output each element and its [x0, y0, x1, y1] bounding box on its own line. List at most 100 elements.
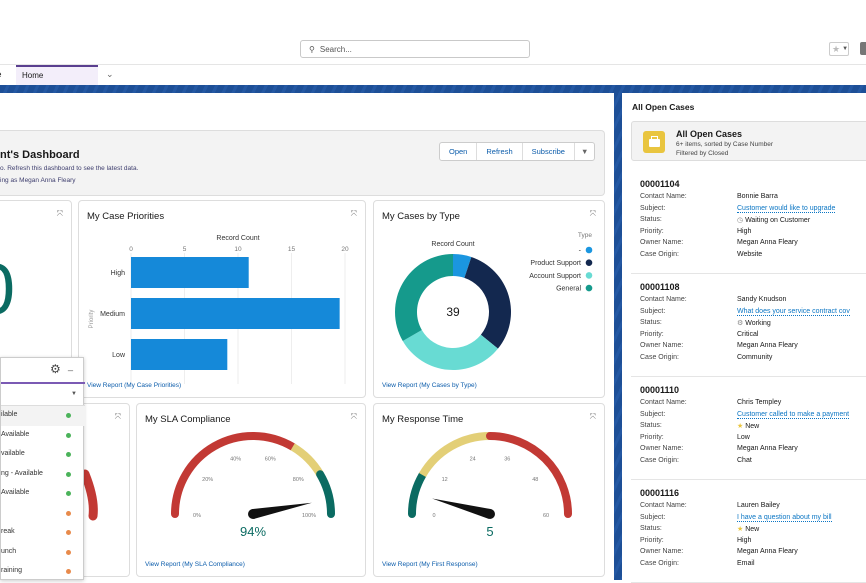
field-value-subject[interactable]: Customer would like to upgrade: [737, 205, 836, 213]
status-dot-icon: [66, 491, 71, 496]
tick-label: 0: [129, 246, 133, 253]
value-text: Chris Templey: [737, 399, 782, 406]
open-button[interactable]: Open: [440, 143, 478, 160]
case-number[interactable]: 00001108: [640, 282, 680, 292]
tick-label: 20%: [202, 477, 213, 483]
expand-icon[interactable]: ⤧: [350, 412, 357, 421]
utility-button[interactable]: [860, 42, 866, 55]
field-label: Subject:: [640, 513, 666, 521]
value-text: Community: [737, 353, 773, 361]
briefcase-icon: [643, 131, 665, 153]
tick-label: 20: [341, 246, 349, 253]
value-text: Lauren Bailey: [737, 502, 780, 509]
status-dot-icon: [66, 530, 71, 535]
status-dropdown[interactable]: ▼: [1, 386, 85, 406]
status-option[interactable]: unch: [1, 543, 85, 563]
donut-slice: [464, 256, 511, 349]
value-text: New: [745, 526, 760, 533]
expand-icon[interactable]: ⤧: [350, 209, 357, 218]
status-option[interactable]: ng - Available: [1, 465, 85, 485]
status-option[interactable]: [1, 504, 85, 524]
chevron-down-icon[interactable]: ⌄: [106, 69, 114, 79]
card-title: My SLA Compliance: [145, 414, 231, 425]
view-report-link[interactable]: View Report (My SLA Compliance): [145, 561, 245, 568]
needle-hub: [248, 509, 258, 519]
field-label: Contact Name:: [640, 193, 687, 200]
field-value-contact: Lauren Bailey: [737, 502, 780, 509]
tick-label: 60: [543, 513, 549, 519]
case-number[interactable]: 00001116: [640, 488, 680, 498]
card-title: My Cases by Type: [382, 211, 460, 222]
value-text: Critical: [737, 330, 759, 338]
search-input[interactable]: ⚲ Search...: [300, 40, 530, 58]
case-number[interactable]: 00001110: [640, 385, 680, 395]
status-label: raining: [1, 567, 23, 574]
viewing-as: ing as Megan Anna Fleary: [0, 177, 76, 184]
legend-label: Product Support: [530, 260, 581, 267]
field-value-contact: Chris Templey: [737, 399, 781, 406]
list-view-filter: Filtered by Closed: [676, 150, 729, 157]
donut-chart: Record Count 39 Type - Product Support Accoun…: [395, 232, 593, 370]
field-label: Status:: [640, 216, 662, 223]
partial-gauge: [80, 469, 98, 521]
tick-label: 60%: [265, 457, 276, 463]
card-title: My Response Time: [382, 414, 464, 425]
expand-icon[interactable]: ⤧: [589, 209, 596, 218]
view-report-link[interactable]: View Report (My Cases by Type): [382, 382, 477, 389]
dashboard-actions: Open Refresh Subscribe ▼: [439, 142, 596, 161]
gauge-chart: 0 12 24 36 48 60 5: [408, 432, 572, 539]
case-priorities-card: My Case Priorities ⤧ Record Count 0 5 10 15 2…: [78, 200, 366, 398]
open-cases-panel: All Open Cases All Open Cases 6+ items, …: [622, 93, 866, 583]
field-value-owner: Megan Anna Fleary: [737, 548, 798, 555]
status-dot-icon: [66, 452, 71, 457]
tick-label: 100%: [302, 513, 316, 519]
value-text: What does your service contract cov: [737, 307, 850, 315]
status-option[interactable]: ilable: [1, 406, 85, 426]
field-value-subject[interactable]: Customer called to make a payment: [737, 410, 850, 419]
legend-swatch: [585, 259, 593, 266]
value-text: Customer called to make a payment: [737, 410, 850, 418]
refresh-button[interactable]: Refresh: [477, 143, 523, 160]
favorites-button[interactable]: ★ ▼: [829, 42, 849, 56]
field-label: Subject:: [640, 410, 666, 418]
needle-hub: [485, 509, 495, 519]
y-axis-title: Priority: [89, 310, 95, 329]
list-view-header: All Open Cases 6+ items, sorted by Case …: [631, 121, 866, 161]
gear-icon[interactable]: ⚙: [50, 362, 61, 376]
field-label: Status:: [640, 525, 662, 532]
case-item: 00001108 Contact Name: Sandy Knudson Subjec…: [631, 274, 866, 377]
list-view-name[interactable]: All Open Cases: [676, 129, 743, 139]
expand-icon[interactable]: ⤧: [56, 209, 63, 218]
case-number[interactable]: 00001104: [640, 179, 680, 189]
tab-previous[interactable]: e: [0, 70, 1, 79]
subscribe-button[interactable]: Subscribe: [523, 143, 575, 160]
gauge-band: [316, 470, 335, 518]
minimize-icon[interactable]: _: [68, 361, 74, 371]
more-actions-button[interactable]: ▼: [580, 147, 589, 156]
star-icon: ★: [737, 423, 746, 430]
view-report-link[interactable]: View Report (My First Response): [382, 561, 478, 568]
status-option[interactable]: raining: [1, 562, 85, 582]
status-label: Available: [1, 489, 30, 496]
status-label: ng - Available: [1, 469, 43, 477]
expand-icon[interactable]: ⤧: [114, 412, 121, 421]
status-option[interactable]: Available: [1, 484, 85, 504]
field-label: Priority:: [640, 227, 664, 235]
list-view-meta: 6+ items, sorted by Case Number: [676, 141, 773, 148]
tab-home[interactable]: Home: [16, 65, 98, 86]
status-option[interactable]: vailable: [1, 445, 85, 465]
gauge-value: 5: [486, 524, 493, 539]
gauge-band: [290, 443, 324, 477]
expand-icon[interactable]: ⤧: [589, 412, 596, 421]
field-value-subject[interactable]: I have a question about my bill: [737, 514, 832, 522]
field-value-contact: Sandy Knudson: [737, 296, 786, 303]
status-dot-icon: [66, 569, 71, 574]
tick-label: 24: [470, 457, 476, 463]
status-option[interactable]: Available: [1, 426, 85, 446]
status-option[interactable]: reak: [1, 523, 85, 543]
tick-label: 12: [442, 477, 448, 483]
legend-label: -: [579, 248, 582, 255]
view-report-link[interactable]: View Report (My Case Priorities): [87, 382, 182, 389]
field-label: Subject:: [640, 307, 666, 315]
field-value-subject[interactable]: What does your service contract cov: [737, 308, 850, 316]
